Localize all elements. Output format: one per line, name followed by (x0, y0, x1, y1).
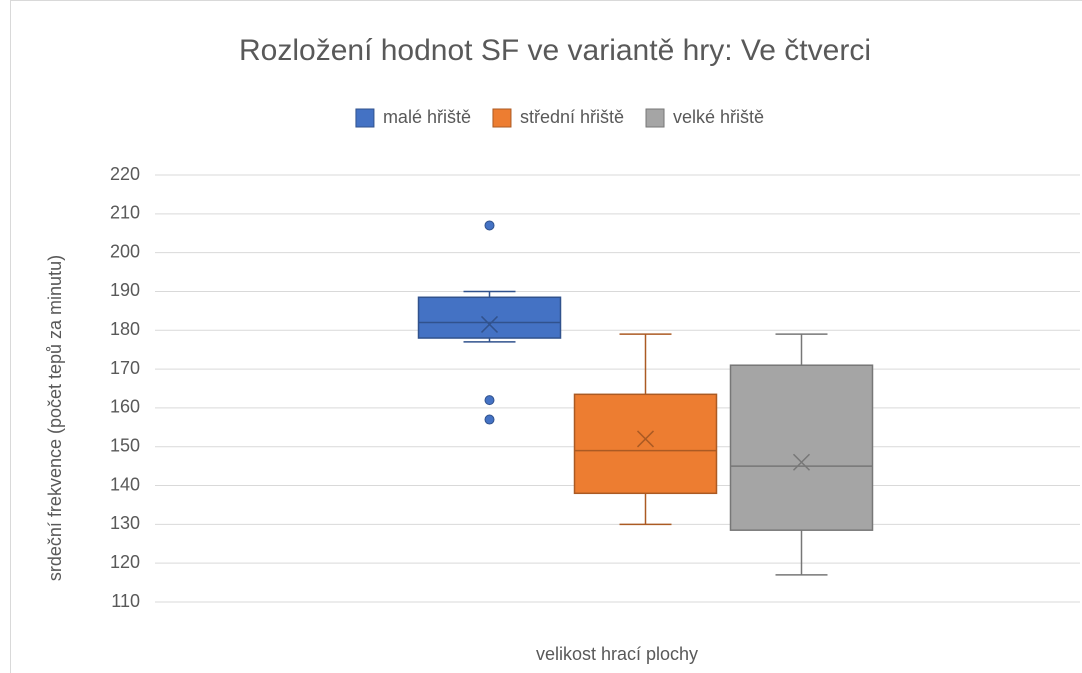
box (417, 296, 562, 339)
legend-label: malé hřiště (383, 107, 471, 127)
mean-marker (636, 430, 655, 448)
chart-border (10, 0, 1082, 673)
y-axis-label: srdeční frekvence (počet tepů za minutu) (45, 254, 65, 582)
y-tick-label: 210 (110, 203, 140, 223)
box-group (729, 333, 874, 576)
y-tick-label: 140 (110, 474, 140, 494)
y-tick-label: 150 (110, 435, 140, 455)
y-tick-label: 130 (110, 513, 140, 533)
y-tick-label: 160 (110, 397, 140, 417)
outlier (484, 395, 495, 406)
mean-marker (792, 453, 811, 471)
y-tick-label: 120 (110, 552, 140, 572)
box (573, 393, 718, 495)
box-group (417, 220, 562, 425)
chart-title: Rozložení hodnot SF ve variantě hry: Ve … (239, 34, 871, 67)
y-tick-label: 110 (111, 591, 140, 611)
y-tick-label: 200 (110, 241, 140, 261)
legend-label: velké hřiště (673, 107, 764, 127)
legend-label: střední hřiště (520, 107, 624, 127)
y-tick-label: 190 (110, 280, 140, 300)
legend-swatch (492, 108, 512, 128)
y-tick-label: 180 (110, 319, 140, 339)
box (729, 364, 874, 531)
legend-swatch (645, 108, 665, 128)
y-tick-label: 220 (110, 164, 140, 184)
y-tick-label: 170 (110, 358, 140, 378)
box-group (573, 333, 718, 526)
mean-marker (480, 315, 499, 333)
outlier (484, 220, 495, 231)
legend-swatch (355, 108, 375, 128)
outlier (484, 414, 495, 425)
legend: malé hřiště střední hřiště velké hřiště (355, 107, 764, 128)
x-axis-label: velikost hrací plochy (536, 644, 698, 664)
